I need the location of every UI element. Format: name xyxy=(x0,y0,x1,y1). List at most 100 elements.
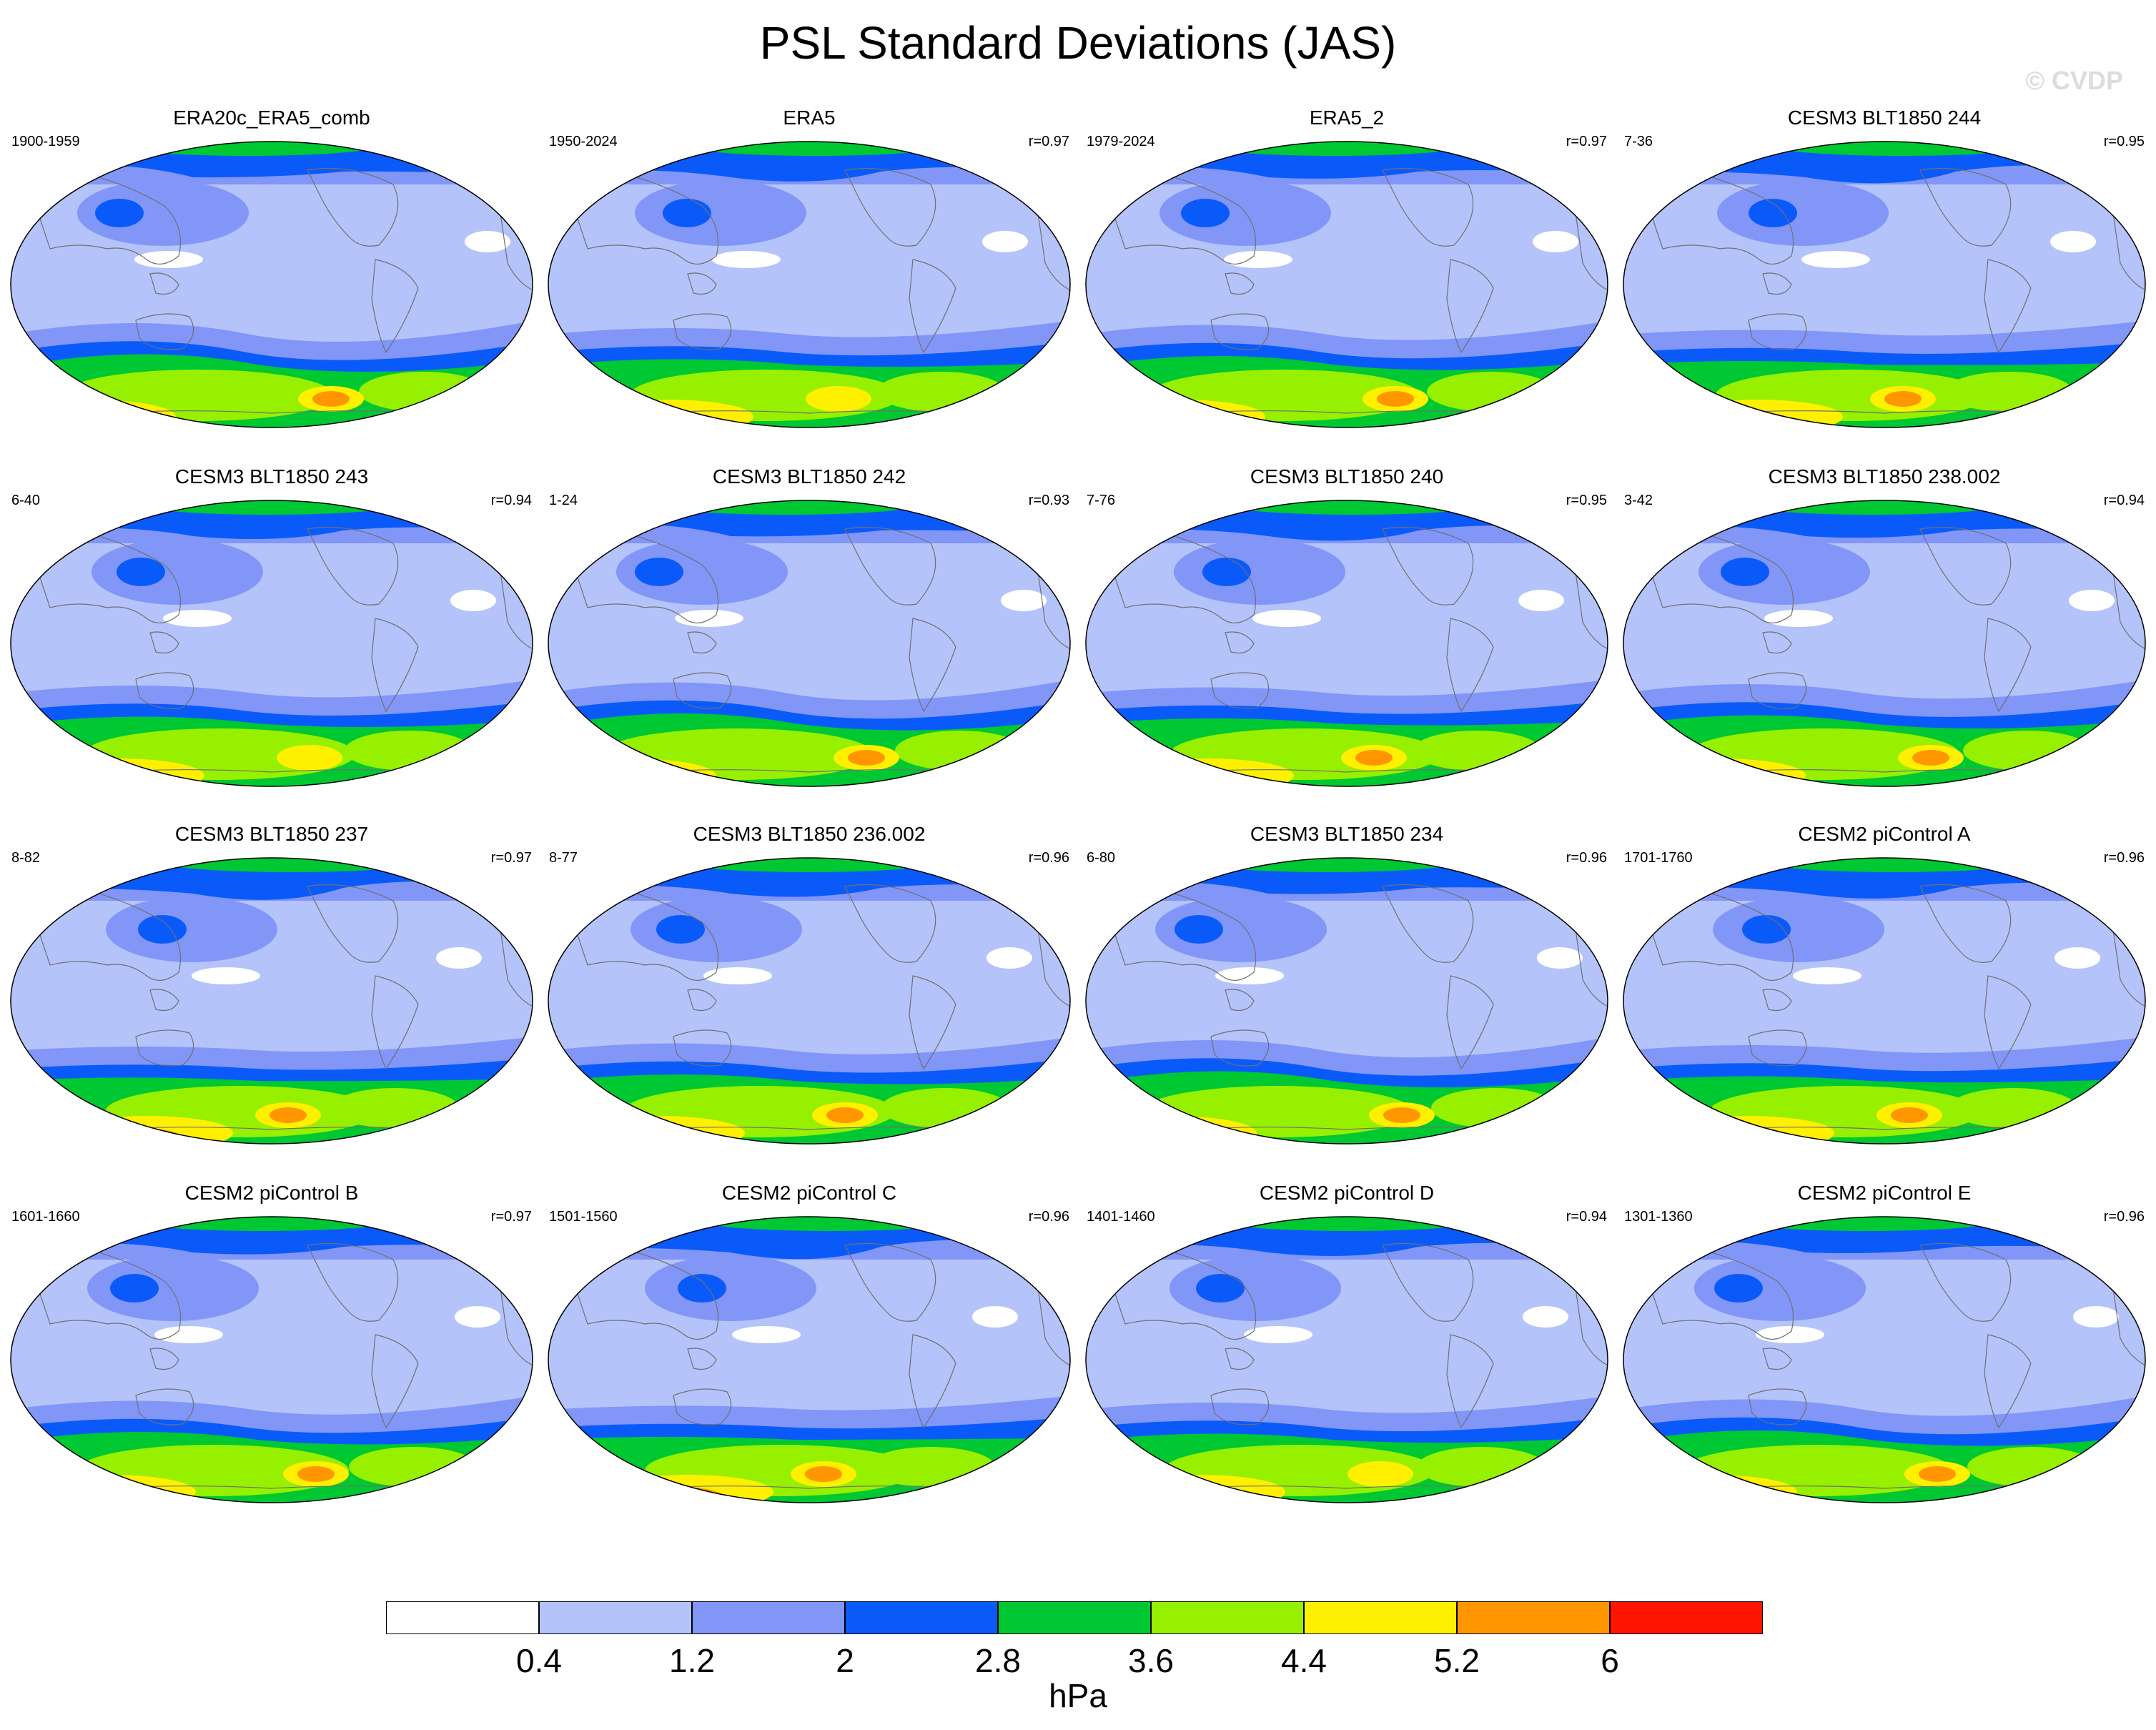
contour-antarctic-core xyxy=(1663,1116,1834,1144)
coastline-australia xyxy=(673,1029,732,1067)
coastline-south-america xyxy=(1446,975,1494,1070)
contour-north-pacific-core xyxy=(678,1274,726,1303)
contour-antarctic-peak xyxy=(297,1466,335,1482)
panel-title: ERA20c_ERA5_comb xyxy=(173,107,370,129)
contour-north-pacific-core xyxy=(656,915,705,944)
contour-southern-max xyxy=(359,372,488,412)
contour-antarctic-peak xyxy=(1121,1128,1207,1144)
coastline-australia xyxy=(135,1388,194,1425)
coastline-south-america xyxy=(909,259,956,354)
colorbar-segment xyxy=(998,1601,1151,1634)
colorbar-segment xyxy=(1304,1601,1457,1634)
contour-antarctic-peak xyxy=(1383,1107,1420,1123)
contour-arctic-core xyxy=(1205,142,1463,156)
contour-southern-max xyxy=(1427,372,1556,412)
contour-southern-max xyxy=(881,1088,1009,1128)
panel-title: CESM3 BLT1850 236.002 xyxy=(693,823,926,845)
contour-southern-max xyxy=(602,728,874,780)
coastline-north-america xyxy=(1382,526,1474,606)
contour-north-pacific xyxy=(631,896,802,962)
coastline-maritime xyxy=(1225,989,1255,1012)
contour-southern-max xyxy=(330,1088,459,1128)
contour-antarctic-extreme xyxy=(90,1493,130,1503)
contour-antarctic-extreme xyxy=(610,776,651,786)
coastline-australia xyxy=(1210,1388,1270,1425)
contour-antarctic-core xyxy=(277,745,342,771)
contour-tropical-low xyxy=(2050,231,2096,252)
panel-title: CESM3 BLT1850 234 xyxy=(1250,823,1444,845)
map-panel: ERA5 1950-2024 r=0.97 xyxy=(545,106,1074,442)
map-border xyxy=(1085,500,1608,787)
coastline-south-america xyxy=(1984,975,2032,1070)
coastline-asia xyxy=(1648,1248,1794,1340)
map-panel: CESM3 BLT1850 237 8-82 r=0.97 xyxy=(7,822,536,1158)
contour-arctic-core xyxy=(659,500,916,515)
map-border xyxy=(10,857,533,1145)
contour-tropical-low xyxy=(1533,231,1578,252)
coastline-north-america xyxy=(1919,167,2012,247)
map-panel: CESM3 BLT1850 243 6-40 r=0.94 xyxy=(7,465,536,801)
map-border xyxy=(548,500,1071,787)
contour-southern-max xyxy=(876,372,1005,412)
panel-title: CESM3 BLT1850 240 xyxy=(1250,465,1444,488)
map-robinson xyxy=(1085,141,1608,428)
panel-title: CESM2 piControl D xyxy=(1259,1182,1435,1204)
contour-tropical-low xyxy=(1224,251,1292,268)
contour-north-pacific xyxy=(1717,180,1889,246)
colorbar-tick-label: 0.4 xyxy=(516,1642,562,1679)
coastline-asia xyxy=(573,889,719,981)
panel-years: 1401-1460 xyxy=(1087,1209,1155,1225)
coastline-asia xyxy=(573,173,719,265)
panel-years: 7-36 xyxy=(1624,134,1653,149)
panel-correlation: r=0.97 xyxy=(1028,134,1069,149)
map-border xyxy=(548,1216,1071,1503)
contour-antarctic-peak xyxy=(1707,412,1793,427)
map-panel: CESM2 piControl A 1701-1760 r=0.96 xyxy=(1620,822,2149,1158)
contour-north-pacific xyxy=(616,539,788,605)
panel-years: 7-76 xyxy=(1087,493,1116,508)
panel-title: ERA5 xyxy=(783,107,836,129)
panel-correlation: r=0.96 xyxy=(2103,850,2145,866)
panel-correlation: r=0.94 xyxy=(2103,493,2145,508)
map-border xyxy=(1623,500,2146,787)
panel-correlation: r=0.97 xyxy=(1566,134,1607,149)
contour-band-north-high xyxy=(1623,1217,2145,1253)
coastline-maritime xyxy=(687,1348,717,1370)
panel-title: CESM2 piControl B xyxy=(184,1182,359,1204)
coastline-asia xyxy=(1110,889,1257,981)
panel-years: 6-80 xyxy=(1087,850,1116,866)
contour-tropical-low xyxy=(1244,1326,1312,1343)
coastline-north-america xyxy=(1382,167,1474,247)
map-robinson xyxy=(548,141,1071,428)
coastline-australia xyxy=(1210,313,1270,350)
contour-southern-max xyxy=(895,731,1024,771)
contour-north-pacific-core xyxy=(1202,558,1251,586)
contour-north-pacific xyxy=(77,180,249,246)
map-robinson xyxy=(10,500,533,787)
contour-arctic-core xyxy=(1199,858,1456,872)
coastline-asia xyxy=(35,532,182,623)
contour-tropical-low xyxy=(703,967,772,984)
coastline-maritime xyxy=(1762,631,1792,654)
contour-southern-max xyxy=(866,1447,995,1487)
coastline-south-america xyxy=(1984,618,2032,713)
panel-correlation: r=0.93 xyxy=(1028,493,1069,508)
contour-antarctic-peak xyxy=(1698,1128,1784,1144)
contour-tropical-low xyxy=(1537,947,1583,969)
contour-southern-max xyxy=(1944,372,2073,412)
contour-antarctic-extreme xyxy=(668,1493,708,1503)
contour-tropical-low xyxy=(732,1326,801,1343)
coastline-maritime xyxy=(1225,272,1255,295)
colorbar-units: hPa xyxy=(1049,1677,1107,1714)
coastline-south-america xyxy=(1984,1334,2032,1429)
page-title: PSL Standard Deviations (JAS) xyxy=(759,17,1397,69)
contour-antarctic-peak xyxy=(1129,412,1215,427)
panel-correlation: r=0.96 xyxy=(1566,850,1607,866)
coastline-south-america xyxy=(371,259,419,354)
contour-tropical-low xyxy=(436,947,482,969)
coastline-australia xyxy=(135,1029,194,1067)
contour-arctic-core xyxy=(702,1217,959,1231)
map-panel: CESM2 piControl B 1601-1660 r=0.97 xyxy=(7,1181,536,1517)
contour-antarctic-core xyxy=(11,400,176,427)
contour-antarctic-peak xyxy=(826,1107,864,1123)
